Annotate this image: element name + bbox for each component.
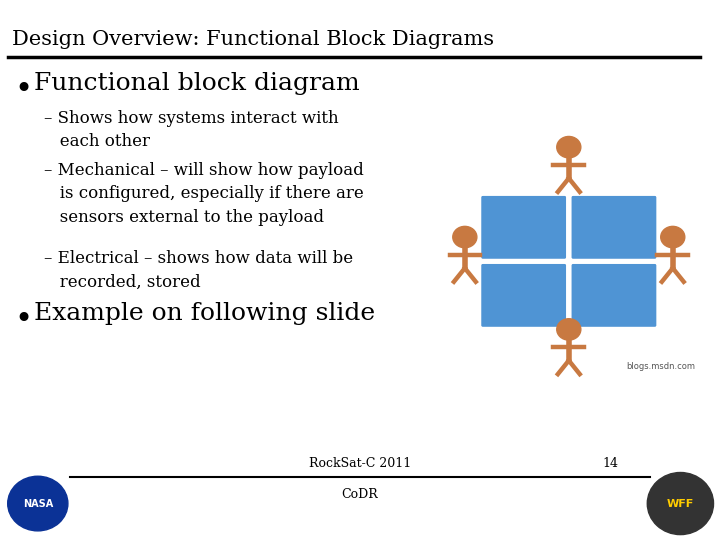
Text: 14: 14	[602, 457, 618, 470]
FancyBboxPatch shape	[570, 262, 658, 328]
Circle shape	[557, 319, 581, 340]
Text: – Mechanical – will show how payload
   is configured, especially if there are
 : – Mechanical – will show how payload is …	[44, 162, 364, 226]
Text: RockSat-C 2011: RockSat-C 2011	[309, 457, 411, 470]
Text: – Shows how systems interact with
   each other: – Shows how systems interact with each o…	[44, 110, 338, 151]
Circle shape	[557, 137, 581, 158]
Text: – Electrical – shows how data will be
   recorded, stored: – Electrical – shows how data will be re…	[44, 250, 353, 291]
Circle shape	[647, 472, 714, 535]
FancyBboxPatch shape	[480, 262, 567, 328]
Text: blogs.msdn.com: blogs.msdn.com	[626, 362, 695, 371]
Text: Design Overview: Functional Block Diagrams: Design Overview: Functional Block Diagra…	[12, 30, 494, 49]
Circle shape	[453, 226, 477, 248]
FancyBboxPatch shape	[570, 194, 658, 260]
Text: CoDR: CoDR	[341, 488, 379, 501]
Text: •: •	[14, 305, 32, 336]
Text: •: •	[14, 75, 32, 106]
Circle shape	[661, 226, 685, 248]
Text: WFF: WFF	[667, 498, 694, 509]
Text: Example on following slide: Example on following slide	[34, 302, 375, 325]
Text: Functional block diagram: Functional block diagram	[34, 72, 359, 95]
FancyBboxPatch shape	[480, 194, 567, 260]
Circle shape	[8, 476, 68, 531]
Text: NASA: NASA	[22, 498, 53, 509]
